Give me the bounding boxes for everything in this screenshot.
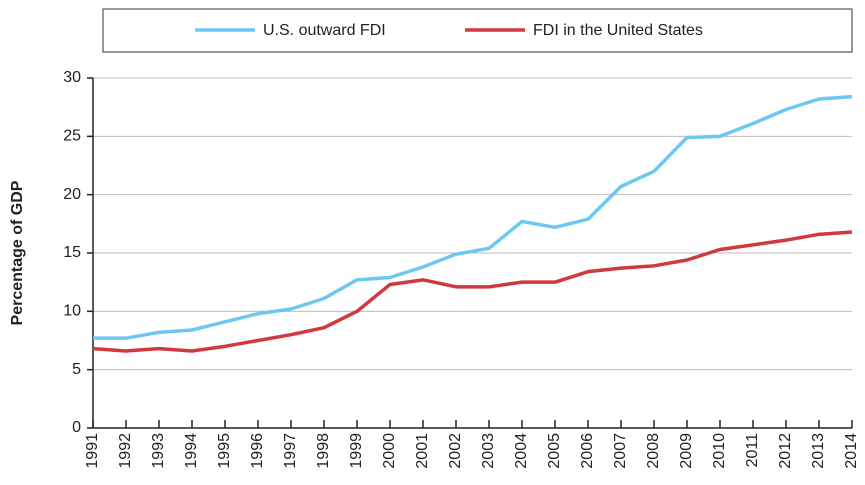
- x-tick-label: 1995: [216, 433, 233, 469]
- legend-box: [102, 8, 853, 53]
- x-tick-label: 1992: [117, 433, 134, 469]
- x-tick-label: 1996: [249, 433, 266, 469]
- x-tick-label: 2008: [645, 433, 662, 469]
- x-tick-label: 1993: [150, 433, 167, 469]
- x-tick-label: 2007: [612, 433, 629, 469]
- y-tick-label: 25: [63, 128, 81, 145]
- y-tick-label: 15: [63, 244, 81, 261]
- x-tick-label: 2003: [480, 433, 497, 469]
- y-axis-label: Percentage of GDP: [9, 180, 26, 325]
- line-series: [92, 230, 853, 353]
- y-tick-label: 30: [63, 69, 81, 86]
- x-tick-label: 2013: [810, 433, 827, 469]
- x-tick-label: 1991: [84, 433, 101, 469]
- legend-label: U.S. outward FDI: [263, 22, 386, 39]
- y-tick-label: 0: [72, 419, 81, 436]
- x-tick-label: 2011: [744, 433, 761, 468]
- line-series: [93, 94, 853, 340]
- x-tick-label: 2010: [711, 433, 728, 469]
- x-tick-label: 2014: [843, 433, 860, 469]
- x-tick-label: 2000: [381, 433, 398, 469]
- x-tick-label: 2002: [447, 433, 464, 469]
- x-tick-label: 2004: [513, 433, 530, 469]
- x-tick-label: 2012: [777, 433, 794, 469]
- legend-label: FDI in the United States: [533, 22, 703, 39]
- x-tick-label: 2001: [414, 433, 431, 469]
- x-tick-label: 2006: [579, 433, 596, 469]
- x-tick-label: 2009: [678, 433, 695, 469]
- x-tick-label: 1999: [348, 433, 365, 469]
- x-tick-label: 1998: [315, 433, 332, 469]
- y-tick-label: 20: [63, 186, 81, 203]
- y-tick-label: 5: [72, 361, 81, 378]
- x-tick-label: 2005: [546, 433, 563, 469]
- y-tick-label: 10: [63, 303, 81, 320]
- x-tick-label: 1994: [183, 433, 200, 469]
- x-tick-label: 1997: [282, 433, 299, 469]
